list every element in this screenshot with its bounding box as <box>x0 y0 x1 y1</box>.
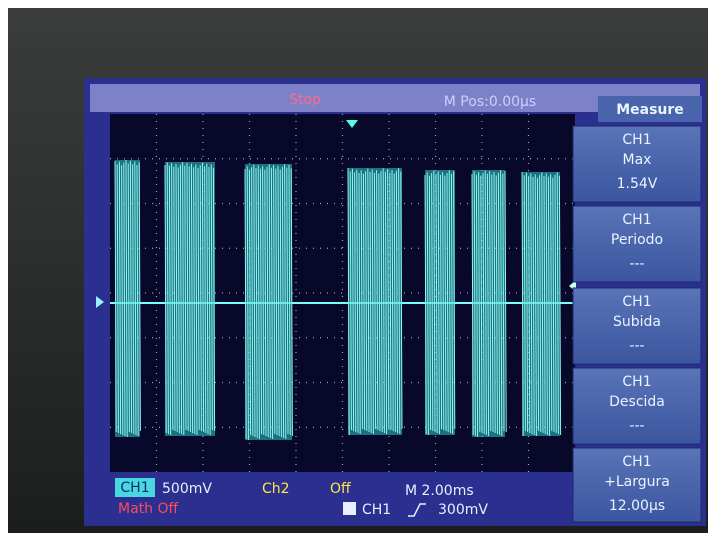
menu-item-value: --- <box>629 256 644 272</box>
trigger-icon <box>343 502 356 515</box>
trigger-level: 300mV <box>438 502 488 518</box>
ch2-label: Ch2 <box>262 481 290 497</box>
menu-item-source: CH1 <box>622 294 651 310</box>
run-state: Stop <box>289 92 321 108</box>
oscilloscope-photo: Stop M Pos:0.00μs Measure CH1Max1.54VCH1… <box>0 0 716 533</box>
menu-item-label: Descida <box>609 394 665 410</box>
timebase: M 2.00ms <box>405 483 474 499</box>
menu-item-value: 1.54V <box>617 176 658 192</box>
menu-item-source: CH1 <box>622 212 651 228</box>
ch1-label: CH1 <box>120 480 149 496</box>
menu-item-label: +Largura <box>604 474 670 490</box>
menu-item-source: CH1 <box>622 374 651 390</box>
ch1-scale: 500mV <box>162 481 212 497</box>
menu-title: Measure <box>616 102 684 118</box>
menu-item-value: --- <box>629 418 644 434</box>
trigger-source: CH1 <box>362 502 391 518</box>
ch2-scale: Off <box>330 481 351 497</box>
menu-item-label: Subida <box>613 314 661 330</box>
horizontal-position: M Pos:0.00μs <box>444 94 536 110</box>
menu-item-value: --- <box>629 338 644 354</box>
measure-menu: CH1 Max 1.54V CH1 Periodo --- CH1 Subida --- CH1 D… <box>573 126 701 522</box>
math-state: Math Off <box>118 501 178 517</box>
menu-item-label: Periodo <box>611 232 663 248</box>
menu-item-value: 12.00μs <box>609 498 665 514</box>
menu-item-source: CH1 <box>622 132 651 148</box>
menu-item-source: CH1 <box>622 454 651 470</box>
menu-item-label: Max <box>623 152 652 168</box>
